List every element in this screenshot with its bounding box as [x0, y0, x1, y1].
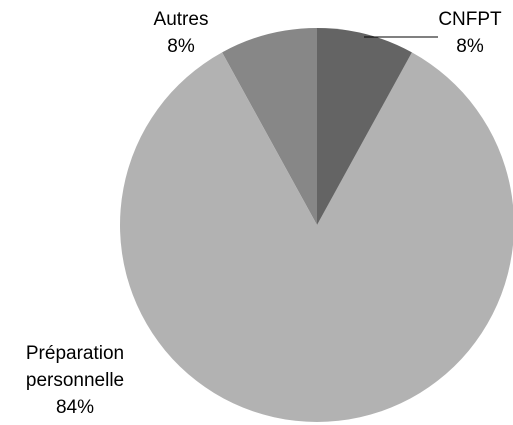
value-label: 84%: [55, 397, 95, 418]
category-name: Autres: [153, 9, 209, 30]
pie-slice: [317, 28, 412, 225]
value-label: 8%: [167, 36, 195, 57]
pie-slice: [222, 27, 317, 225]
slice-label: Autres 8%: [141, 6, 221, 60]
slice-label: CNFPT 8%: [430, 6, 510, 60]
category-name: Préparation personnelle: [25, 343, 125, 391]
value-label: 8%: [456, 36, 484, 57]
slice-label: Préparation personnelle 84%: [5, 340, 145, 421]
pie-slice: [120, 52, 513, 422]
category-name: CNFPT: [438, 9, 502, 30]
